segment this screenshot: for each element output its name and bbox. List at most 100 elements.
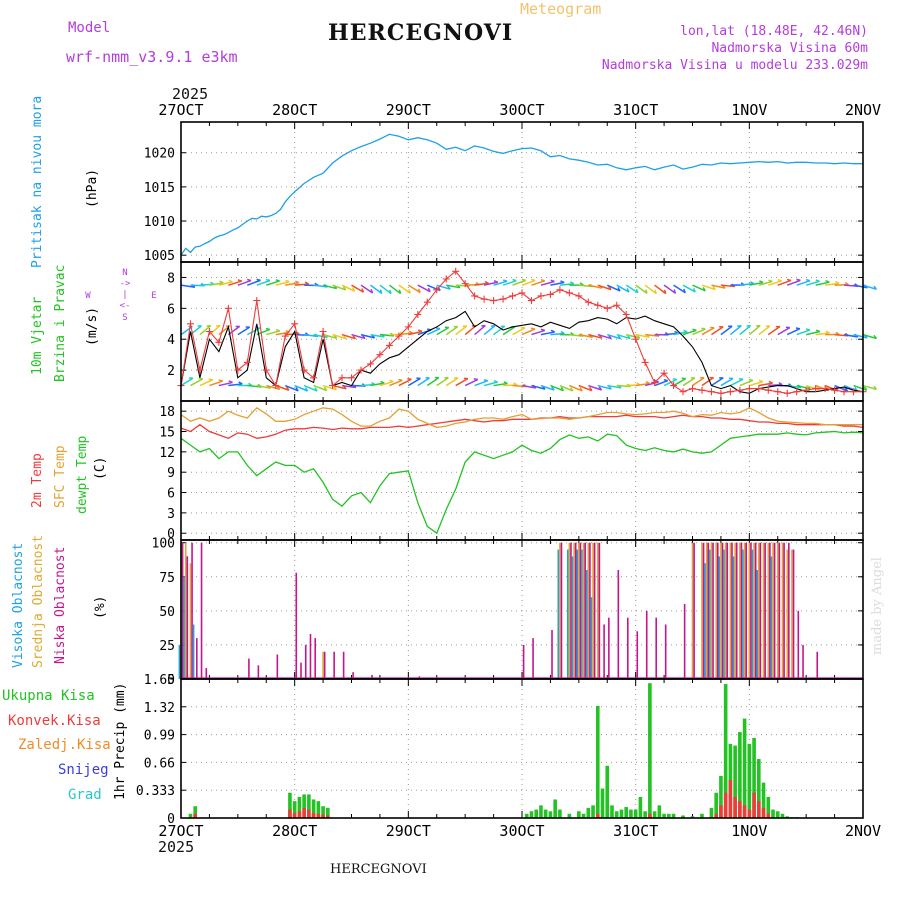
wind-direction-arrow — [805, 280, 820, 286]
wind-direction-arrow-head — [427, 287, 431, 293]
wind-gust-marker — [329, 382, 337, 390]
cloud-high-bar — [709, 549, 711, 679]
precip-conv-bar — [752, 792, 756, 818]
wind-dir-pipe: | — [122, 290, 127, 300]
wind-direction-arrow — [426, 377, 440, 387]
wind-direction-arrow-head — [530, 327, 536, 330]
wind-direction-arrow-head — [672, 378, 677, 381]
cloud-high-bar — [756, 569, 759, 679]
wind-direction-arrow — [237, 279, 252, 286]
wind-direction-arrow-head — [473, 378, 478, 381]
wind-direction-arrow — [483, 381, 498, 387]
precip-total-bar — [288, 792, 292, 818]
cloud-low-bar — [788, 542, 790, 679]
y-tick-label: 18 — [159, 405, 175, 420]
precip-total-bar — [633, 809, 638, 818]
precip-total-bar — [700, 813, 704, 818]
precip-total-bar — [780, 813, 785, 818]
precip-total-bar — [543, 809, 548, 818]
cloud-mid-bar — [776, 542, 779, 679]
x-tick-label-top: 2NOV — [845, 101, 881, 119]
cloud-low-bar — [792, 549, 795, 679]
wind-direction-arrow-head — [447, 285, 451, 290]
wind-direction-arrow-head — [825, 330, 830, 334]
cloud-mid-bar — [720, 542, 722, 679]
wind-direction-arrow-head — [608, 334, 612, 340]
wind-direction-arrow — [521, 328, 536, 336]
cloud-low-bar — [745, 542, 747, 679]
cloud-low-bar — [764, 542, 766, 679]
precip-total-bar — [690, 816, 695, 818]
wind-direction-arrow-head — [521, 278, 526, 282]
precip-total-bar — [761, 782, 766, 818]
cloud-low-bar — [300, 662, 302, 679]
wind-direction-arrow — [569, 333, 584, 337]
cloud-low-bar — [603, 624, 605, 679]
cloud-mid-bar — [596, 542, 599, 679]
wind-direction-arrow — [512, 279, 526, 286]
cloud-mid-bar — [691, 542, 694, 679]
cloud-low-bar — [608, 617, 610, 679]
wind-direction-arrow-head — [701, 327, 706, 330]
y-tick-label: 1005 — [144, 249, 175, 264]
wind-dir-arrow-1: -> — [120, 279, 131, 289]
wind-direction-arrow-head — [275, 328, 280, 332]
wind-gust-marker — [783, 389, 791, 397]
wind-gust-marker — [575, 292, 583, 300]
cloud-low-bar — [750, 542, 752, 679]
wind-title-2: Brzina i Pravac — [53, 265, 68, 382]
cloud-low-bar — [579, 542, 582, 679]
wind-direction-arrow — [322, 284, 337, 290]
wind-direction-arrow — [436, 284, 451, 290]
x-tick-label-top: 29OCT — [386, 101, 431, 119]
wind-direction-arrow — [502, 326, 516, 336]
wind-gust-marker — [243, 358, 251, 366]
wind-direction-arrow-head — [361, 334, 366, 339]
wind-direction-arrow — [351, 333, 366, 340]
precip-conv-bar — [297, 811, 302, 818]
wind-gust-marker — [423, 298, 431, 306]
wind-direction-arrow — [304, 333, 319, 338]
precip-total-bar — [558, 809, 562, 818]
wind-gust-marker — [281, 332, 289, 340]
pressure-title: Pritisak na nivou mora — [30, 96, 45, 268]
wind-direction-arrow — [645, 333, 660, 337]
wind-direction-arrow-head — [512, 278, 517, 282]
wind-direction-arrow-head — [835, 280, 840, 285]
wind-direction-arrow-head — [683, 329, 688, 333]
cloud-low-bar — [759, 542, 762, 679]
wind-direction-arrow — [796, 384, 811, 390]
wind-direction-arrow — [815, 281, 830, 286]
precip-total-bar — [605, 765, 610, 818]
cloud-mid-bar — [559, 542, 561, 679]
wind-gust-marker — [395, 332, 403, 340]
wind-unit: (m/s) — [85, 307, 100, 346]
wind-direction-arrow — [388, 284, 402, 295]
temp-sfc-line — [180, 406, 863, 429]
precip-total-bar — [292, 801, 297, 818]
wind-direction-arrow-head — [844, 281, 849, 286]
wind-direction-arrow — [654, 379, 668, 387]
wind-direction-arrow-head — [398, 289, 402, 294]
wind-direction-arrow — [502, 279, 517, 286]
wind-direction-arrow — [285, 282, 300, 286]
footer-station-label: HERCEGNOVI — [330, 862, 427, 877]
wind-direction-arrow-head — [417, 288, 421, 293]
wind-direction-arrow — [370, 382, 385, 387]
wind-direction-arrow-head — [644, 289, 648, 294]
wind-direction-arrow-head — [285, 279, 290, 283]
wind-dir-n: N — [122, 268, 127, 278]
wind-gust-marker — [499, 295, 507, 303]
wind-gust-marker — [376, 351, 384, 359]
wind-direction-arrow — [247, 279, 261, 286]
wind-direction-arrow — [711, 326, 724, 336]
precip-conv-bar — [714, 813, 718, 818]
wind-direction-arrow — [180, 325, 193, 336]
wind-direction-arrow-head — [285, 386, 290, 391]
wind-direction-arrow — [332, 333, 347, 340]
wind-direction-arrow — [597, 284, 612, 291]
wind-direction-arrow-head — [246, 278, 252, 282]
wind-direction-arrow — [436, 326, 450, 336]
x-tick-label-bottom: 28OCT — [272, 822, 317, 840]
wind-direction-arrow — [758, 325, 771, 336]
